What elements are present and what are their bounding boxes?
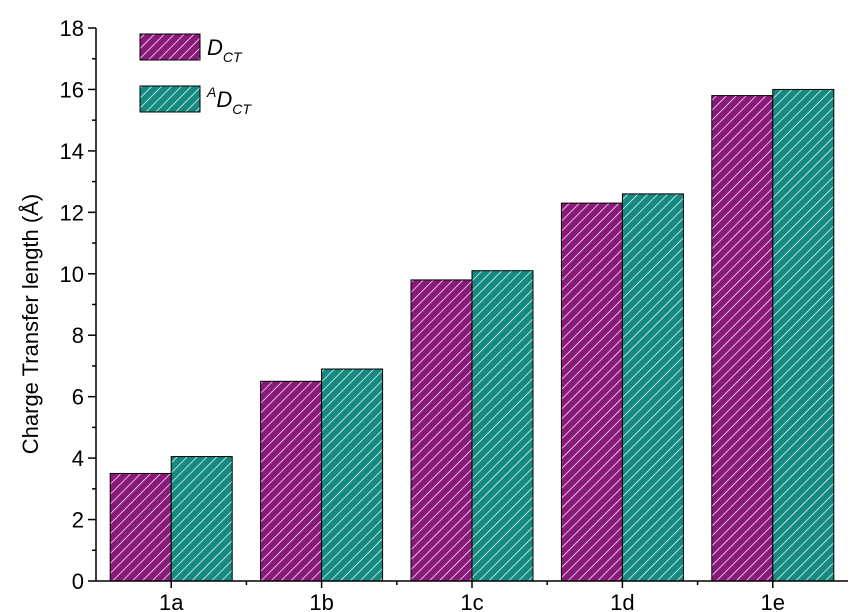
bar-dct-1c <box>410 279 473 582</box>
x-tick-label: 1e <box>761 590 785 612</box>
bar-dct-1d <box>560 202 623 582</box>
y-tick-label: 6 <box>72 385 84 410</box>
y-tick-label: 12 <box>60 200 84 225</box>
y-tick-label: 0 <box>72 569 84 594</box>
y-axis: 0 2 4 6 8 10 12 14 16 18 <box>60 16 97 594</box>
bar-dct-1a <box>109 472 172 582</box>
x-tick-label: 1d <box>610 590 634 612</box>
bar-dct-1e <box>711 95 774 582</box>
y-tick-label: 4 <box>72 446 84 471</box>
x-tick-label: 1c <box>460 590 483 612</box>
bar-adct-1c <box>471 270 534 582</box>
legend-label-adct: ADCT <box>206 84 252 117</box>
bar-adct-1e <box>772 88 835 582</box>
legend: DCT ADCT <box>139 33 252 117</box>
bar-adct-1d <box>621 193 684 582</box>
y-tick-label: 14 <box>60 139 84 164</box>
legend-swatch-dct <box>139 33 201 61</box>
legend-swatch-adct <box>139 85 201 113</box>
y-tick-label: 18 <box>60 16 84 41</box>
y-tick-label: 2 <box>72 508 84 533</box>
x-tick-label: 1a <box>159 590 184 612</box>
y-tick-label: 16 <box>60 77 84 102</box>
legend-label-dct: DCT <box>207 35 243 65</box>
x-tick-label: 1b <box>309 590 333 612</box>
bar-adct-1b <box>321 368 384 582</box>
y-axis-title: Charge Transfer length (Å) <box>18 194 43 454</box>
x-axis: 1a 1b 1c 1d 1e <box>96 580 848 612</box>
bar-dct-1b <box>260 380 323 582</box>
bar-adct-1a <box>170 456 233 582</box>
bars-group <box>109 88 835 582</box>
y-tick-label: 8 <box>72 323 84 348</box>
y-tick-label: 10 <box>60 262 84 287</box>
